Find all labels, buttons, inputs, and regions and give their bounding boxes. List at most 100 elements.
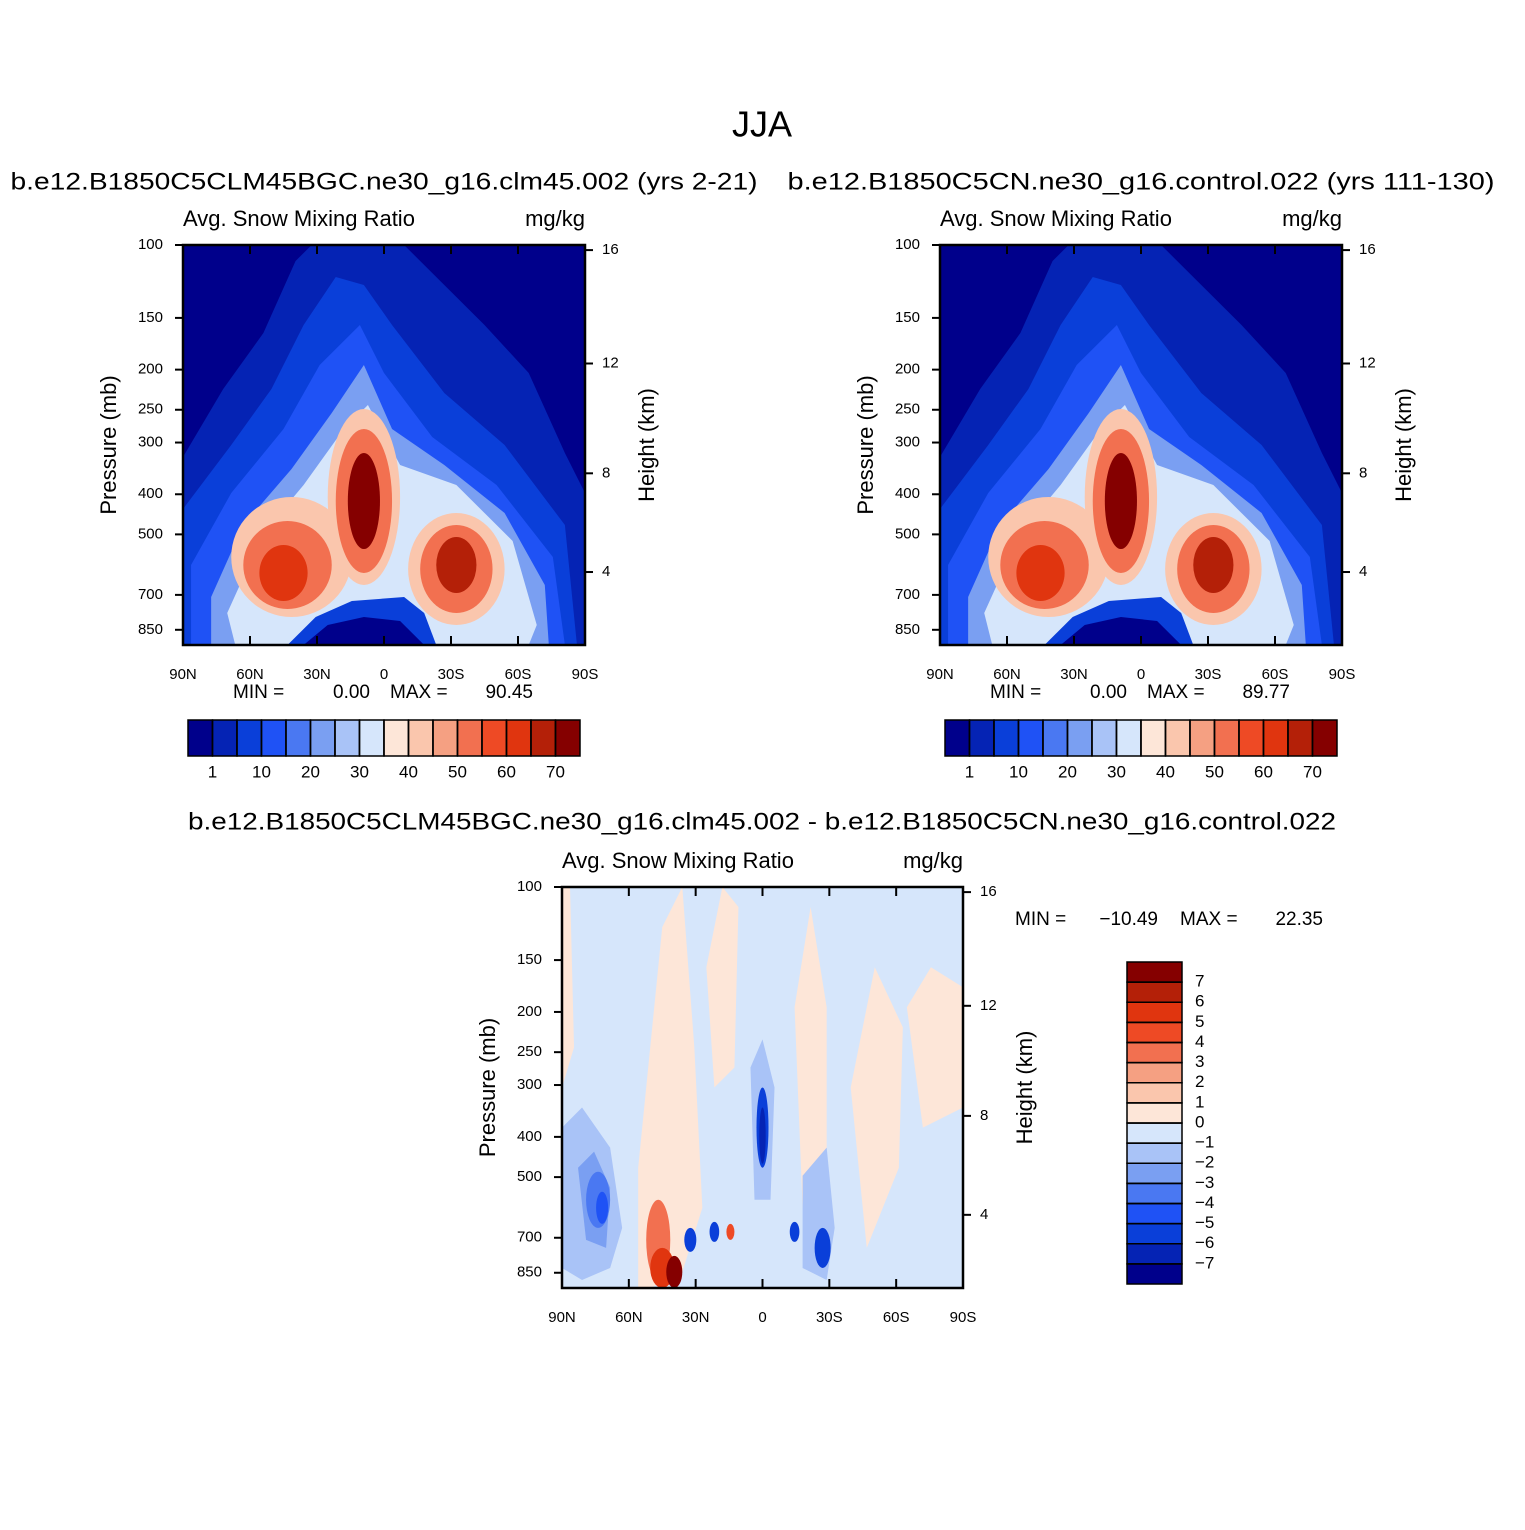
contour-region [1104,453,1137,549]
y2-tick-label: 12 [980,997,997,1014]
y-tick-label: 150 [895,309,920,326]
contour-region [1016,545,1065,601]
colorbar-label: 20 [1058,762,1077,781]
right-string: mg/kg [903,848,963,873]
y2-tick-label: 8 [980,1107,988,1124]
y2-axis-label: Height (km) [1012,1031,1037,1145]
contour-region [596,1191,609,1224]
colorbar-box [1126,1122,1183,1144]
y-tick-label: 850 [138,621,163,638]
y-tick-label: 500 [895,525,920,542]
y2-axis-label: Height (km) [634,388,659,502]
colorbar-box [285,719,312,757]
colorbar-box [1126,961,1183,983]
y-tick-label: 700 [517,1229,542,1246]
colorbar-box [211,719,238,757]
y2-tick-label: 8 [602,464,610,481]
y-tick-label: 200 [517,1003,542,1020]
colorbar-box [236,719,263,757]
colorbar-box [1238,719,1265,757]
colorbar-label: 30 [350,762,369,781]
right-string: mg/kg [1282,206,1342,231]
colorbar-label: 2 [1195,1072,1204,1091]
colorbar-box [993,719,1020,757]
y-tick-label: 150 [138,309,163,326]
colorbar-label: 70 [546,762,565,781]
y2-axis-label: Height (km) [1391,388,1416,502]
x-tick-label: 30S [438,666,465,683]
colorbar-box [1126,981,1183,1003]
contour-region [259,545,308,601]
stat-value: −10.49 [1099,909,1158,930]
colorbar-label: 4 [1195,1032,1204,1051]
contour-field [183,245,585,645]
colorbar-box [1042,719,1069,757]
y-tick-label: 250 [138,401,163,418]
y-tick-label: 300 [517,1076,542,1093]
y-tick-label: 100 [895,236,920,253]
stat-name: MAX = [1147,682,1205,703]
x-tick-label: 90S [572,666,599,683]
colorbar-label: 70 [1303,762,1322,781]
y-tick-label: 400 [138,485,163,502]
y-axis-label: Pressure (mb) [96,375,121,514]
colorbar-box [358,719,385,757]
stat-value: 89.77 [1242,682,1290,703]
colorbar-label: 1 [1195,1092,1204,1111]
colorbar-box [1126,1202,1183,1225]
colorbar-box [1126,1001,1183,1024]
colorbar-box [968,719,995,757]
y-tick-label: 500 [138,525,163,542]
y2-tick-label: 4 [1359,563,1367,580]
colorbar-label: −7 [1195,1253,1214,1272]
y-tick-label: 850 [517,1264,542,1281]
stat-name: MIN = [990,682,1041,703]
x-tick-label: 90S [1329,666,1356,683]
colorbar-box [1126,1082,1183,1104]
contour-field [562,887,963,1288]
y-axis-label: Pressure (mb) [475,1018,500,1157]
contour-region [1193,537,1234,593]
x-tick-label: 30S [816,1309,843,1326]
contour-region [666,1255,683,1288]
colorbar-box [1126,1061,1183,1084]
contour-region [1060,617,1182,645]
stat-value: 90.45 [485,682,533,703]
colorbar-box [1126,1162,1183,1185]
y-tick-label: 700 [138,586,163,603]
colorbar-label: 1 [965,762,974,781]
colorbar-box [1213,719,1240,757]
colorbar-box [481,719,508,757]
colorbar-label: −2 [1195,1153,1214,1172]
x-tick-label: 60N [615,1309,643,1326]
x-tick-label: 90N [169,666,197,683]
colorbar-label: 40 [1156,762,1175,781]
plot-title: b.e12.B1850C5CN.ne30_g16.control.022 (yr… [788,168,1495,195]
colorbar-box [1126,1142,1183,1164]
x-tick-label: 0 [1137,666,1145,683]
colorbar-label: 6 [1195,992,1204,1011]
colorbar-box [944,719,971,757]
colorbar-box [1091,719,1118,757]
colorbar-box [1017,719,1044,757]
colorbar-label: 60 [1254,762,1273,781]
x-tick-label: 0 [380,666,388,683]
y2-tick-label: 16 [980,883,997,900]
colorbar-label: 1 [208,762,217,781]
colorbar-box [187,719,214,757]
x-tick-label: 60S [883,1309,910,1326]
y2-tick-label: 4 [602,563,610,580]
contour-region [726,1223,735,1240]
contour-region [759,1107,766,1164]
colorbar-label: 50 [1205,762,1224,781]
contour-region [303,617,425,645]
colorbar-box [260,719,287,757]
colorbar-box [432,719,459,757]
colorbar-box [554,719,581,757]
colorbar-box [1126,1021,1183,1044]
colorbar-box [1126,1182,1183,1205]
colorbar-box [1164,719,1191,757]
x-tick-label: 90S [950,1309,977,1326]
colorbar-label: −4 [1195,1193,1214,1212]
